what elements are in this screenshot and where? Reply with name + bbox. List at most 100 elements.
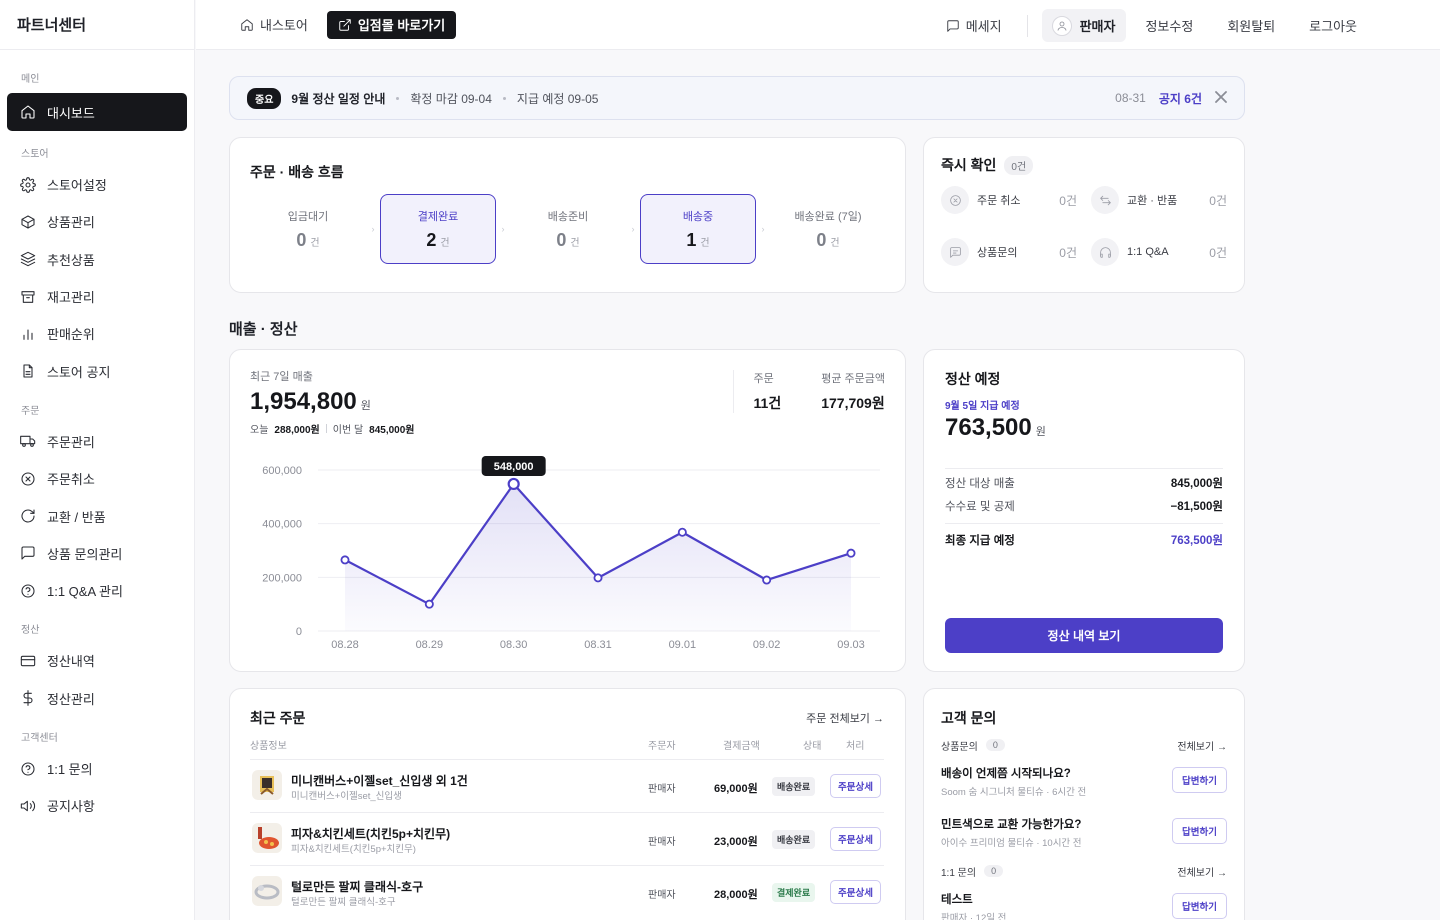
inquiry-meta: 아이수 프리미엄 물티슈 · 10시간 전 (941, 838, 1082, 849)
sidebar-item-label: 스토어설정 (47, 178, 107, 194)
answer-button[interactable]: 답변하기 (1172, 767, 1227, 793)
go-mall-label: 입점몰 바로가기 (357, 18, 446, 33)
notice-banner[interactable]: 중요 9월 정산 일정 안내 확정 마감 09-04 지급 예정 09-05 0… (229, 76, 1245, 120)
sidebar-item-product-inquiry[interactable]: 상품 문의관리 (7, 535, 187, 572)
topbar-divider (1026, 14, 1028, 37)
data-point (762, 575, 772, 585)
flow-step[interactable]: 배송중 1 건 (640, 194, 756, 264)
order-flow-steps: 입금대기 0 건 › 결제완료 2 건 › 배송준비 0 건 › 배송중 1 건 › 배송완료 (7일) 0 건 (250, 194, 886, 264)
sidebar-item-cancel[interactable]: 주문취소 (7, 460, 187, 497)
product-name: 피자&치킨세트(치킨5p+치킨무) (291, 827, 451, 841)
swap-icon (1091, 186, 1119, 214)
instant-item-cancel[interactable]: 주문 취소 0건 (941, 186, 1077, 214)
seller-profile-button[interactable]: 판매자 (1041, 9, 1127, 42)
table-row[interactable]: 털로만든 팔찌 클래식-호구 털로만든 팔찌 클래식-호구 판매자 28,000… (250, 865, 884, 918)
flow-step[interactable]: 입금대기 0 건 (250, 194, 366, 264)
kpi-orders-label: 주문 (753, 373, 774, 385)
flow-step-label: 입금대기 (287, 210, 329, 223)
today-label: 오늘 (250, 425, 269, 436)
flow-step[interactable]: 배송준비 0 건 (510, 194, 626, 264)
table-row[interactable]: 미니캔버스+이젤set_신입생 외 1건 미니캔버스+이젤set_신입생 판매자… (250, 759, 884, 812)
sidebar-item-dashboard[interactable]: 대시보드 (7, 93, 187, 131)
status-badge: 배송완료 (772, 830, 816, 849)
bar-chart-icon (20, 326, 36, 342)
chevron-right-icon: › (501, 224, 505, 234)
sidebar-item-products[interactable]: 상품관리 (7, 203, 187, 240)
instant-item-qa[interactable]: 1:1 Q&A 0건 (1091, 238, 1227, 266)
settlement-amount-value: 763,500 (945, 414, 1032, 441)
data-point (677, 527, 687, 537)
flow-step[interactable]: 배송완료 (7일) 0 건 (770, 194, 886, 264)
product-thumbnail (252, 876, 282, 906)
answer-button[interactable]: 답변하기 (1172, 818, 1227, 844)
table-row[interactable]: 피자&치킨세트(치킨5p+치킨무) 피자&치킨세트(치킨5p+치킨무) 판매자 … (250, 812, 884, 865)
order-detail-button[interactable]: 주문상세 (830, 880, 881, 904)
kpi-average-value: 177,709원 (821, 395, 885, 411)
sidebar-item-label: 스토어 공지 (47, 364, 111, 380)
sidebar-item-announcements[interactable]: 공지사항 (7, 787, 187, 824)
order-detail-button[interactable]: 주문상세 (830, 774, 881, 798)
message-icon (946, 19, 959, 32)
product-option: 털로만든 팔찌 클래식-호구 (291, 897, 396, 908)
order-buyer: 판매자 (648, 837, 676, 848)
message-icon (20, 545, 36, 561)
sales-card: 0 200,000 400,000 600,000 08.28 08.29 08.30 08.… (229, 349, 906, 672)
withdraw-link[interactable]: 회원탈퇴 (1227, 19, 1276, 34)
sidebar-item-exchange[interactable]: 교환 / 반품 (7, 497, 187, 534)
sidebar-item-recommended[interactable]: 추천상품 (7, 241, 187, 278)
sidebar-item-qa[interactable]: 1:1 Q&A 관리 (7, 572, 187, 609)
sidebar-item-orders[interactable]: 주문관리 (7, 423, 187, 460)
sidebar-item-store-settings[interactable]: 스토어설정 (7, 166, 187, 203)
nav-group-store: 스토어 (21, 149, 49, 160)
kpi-average: 평균 주문금액 177,709원 (821, 370, 885, 413)
sidebar-item-settlement-manage[interactable]: 정산관리 (7, 680, 187, 717)
home-icon (20, 104, 36, 120)
logout-link[interactable]: 로그아웃 (1309, 19, 1357, 34)
close-icon[interactable] (1215, 90, 1227, 106)
flow-step-unit: 건 (310, 237, 320, 249)
answer-button[interactable]: 답변하기 (1172, 893, 1227, 919)
y-tick-label: 600,000 (262, 465, 302, 477)
message-button[interactable]: 메세지 (935, 12, 1013, 40)
notice-count-link[interactable]: 공지 6건 (1158, 91, 1202, 106)
instant-check-card: 즉시 확인 0건 주문 취소 0건 교환 · 반품 0건 상품문의 0건 1:1… (923, 137, 1245, 293)
data-point (846, 548, 856, 558)
sidebar-item-inventory[interactable]: 재고관리 (7, 278, 187, 315)
product-name: 미니캔버스+이젤set_신입생 외 1건 (291, 774, 468, 788)
sidebar-item-label: 판매순위 (47, 327, 95, 343)
credit-card-icon (20, 653, 36, 669)
sidebar-item-settlement-history[interactable]: 정산내역 (7, 642, 187, 679)
instant-item-label: 1:1 Q&A (1127, 246, 1169, 258)
product-inquiry-view-all[interactable]: 전체보기 → (1177, 741, 1227, 753)
sidebar-item-ranking[interactable]: 판매순위 (7, 315, 187, 352)
truck-icon (20, 433, 36, 449)
settlement-card: 정산 예정 9월 5일 지급 예정 763,500 원 정산 대상 매출 845,… (923, 349, 1245, 672)
go-mall-button[interactable]: 입점몰 바로가기 (326, 10, 457, 39)
chevron-right-icon: › (371, 224, 375, 234)
my-store-button[interactable]: 내스토어 (229, 11, 319, 39)
sidebar-item-store-notice[interactable]: 스토어 공지 (7, 352, 187, 389)
sales-summary: 최근 7일 매출 1,954,800 원 오늘 288,000원 이번 달 845… (250, 368, 415, 436)
sidebar-item-label: 주문관리 (47, 434, 95, 450)
orders-view-all-link[interactable]: 주문 전체보기 → (806, 713, 884, 725)
settlement-final-row: 최종 지급 예정 763,500원 (945, 523, 1223, 555)
chevron-right-icon: › (761, 224, 765, 234)
sidebar-item-one-to-one[interactable]: 1:1 문의 (7, 750, 187, 787)
order-buyer: 판매자 (648, 890, 676, 901)
edit-info-link[interactable]: 정보수정 (1145, 19, 1194, 34)
flow-step[interactable]: 결제완료 2 건 (380, 194, 496, 264)
archive-icon (20, 289, 36, 305)
sales-kpis: 주문 11건 평균 주문금액 177,709원 (732, 370, 885, 413)
topbar: 내스토어 입점몰 바로가기 메세지 판매자 정보수정 회원탈퇴 로그아웃 (196, 0, 1440, 50)
instant-item-exchange[interactable]: 교환 · 반품 0건 (1091, 186, 1227, 214)
tooltip-box (481, 455, 546, 476)
qa-view-all[interactable]: 전체보기 → (1177, 867, 1227, 879)
x-circle-icon (941, 186, 969, 214)
order-detail-button[interactable]: 주문상세 (830, 827, 881, 851)
list-item: 배송이 언제쯤 시작되나요? Soom 숨 시그니처 물티슈 · 6시간 전 답… (941, 763, 1227, 809)
product-option: 피자&치킨세트(치킨5p+치킨무) (291, 844, 416, 855)
view-settlement-button[interactable]: 정산 내역 보기 (945, 618, 1223, 653)
instant-item-product-inquiry[interactable]: 상품문의 0건 (941, 238, 1077, 266)
settlement-row-label: 정산 대상 매출 (945, 477, 1015, 490)
